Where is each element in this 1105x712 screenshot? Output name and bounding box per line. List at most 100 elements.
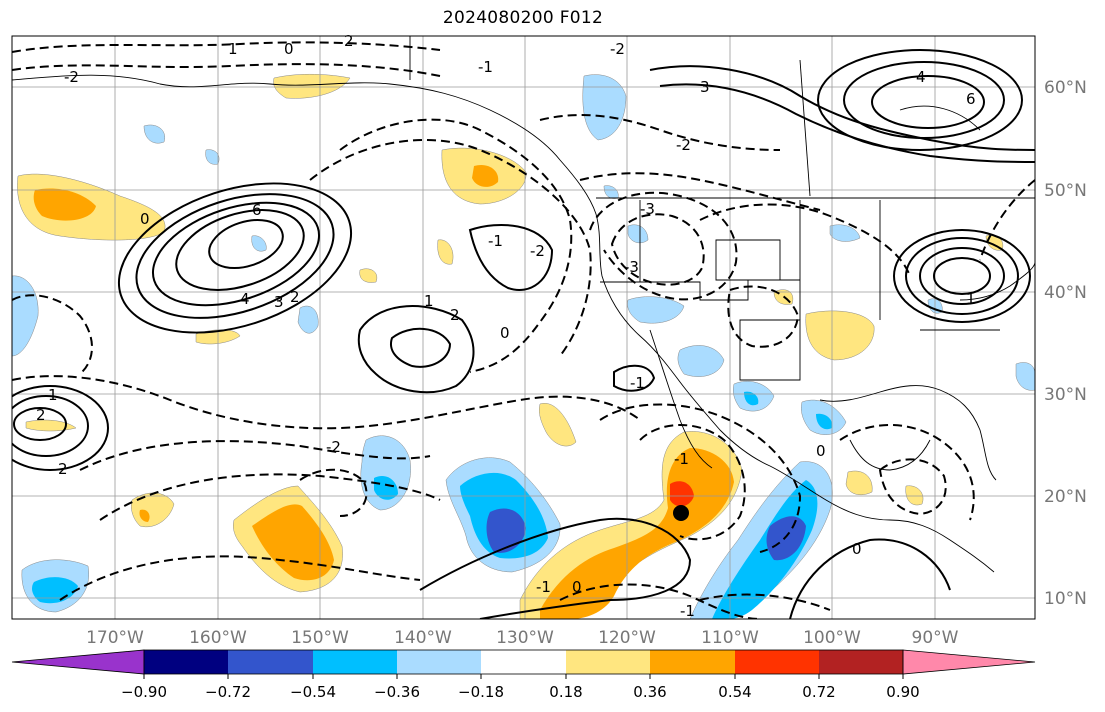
shading-positive (131, 492, 175, 528)
contour-label: -1 (630, 374, 645, 392)
shading-negative (766, 516, 806, 561)
contour-label: -1 (536, 578, 551, 596)
colorbar-frame (143, 649, 904, 675)
colorbar-segment (397, 650, 481, 674)
colorbar-segment (481, 650, 566, 674)
lon-tick-label: 160°W (189, 628, 247, 648)
colorbar-segment (650, 650, 735, 674)
contour-label: 0 (500, 324, 510, 342)
lat-tick-label: 50°N (1044, 181, 1087, 201)
colorbar-tick-label: 0.72 (802, 683, 835, 701)
contour-label: 4 (916, 68, 926, 86)
contour-label: 2 (344, 32, 354, 50)
contour-label: 0 (284, 40, 294, 58)
contour-label: -3 (624, 258, 639, 276)
contour-label: 0 (816, 442, 826, 460)
lon-axis: 170°W 160°W 150°W 140°W 130°W 120°W 110°… (86, 628, 959, 648)
lon-tick-label: 100°W (803, 628, 861, 648)
shading-negative (627, 296, 685, 324)
shading-positive (845, 470, 873, 495)
shading-positive (252, 504, 334, 581)
colorbar-tick-label: −0.54 (290, 683, 336, 701)
colorbar-tick-label: 0.54 (718, 683, 751, 701)
lon-tick-label: 150°W (291, 628, 349, 648)
contour-label: -1 (680, 602, 695, 620)
lon-tick-label: 90°W (912, 628, 959, 648)
shading-negative (627, 224, 649, 244)
contour-label: 1 (424, 292, 434, 310)
contour-label: -2 (64, 68, 79, 86)
lat-tick-label: 60°N (1044, 78, 1087, 98)
shading-negative (712, 480, 818, 619)
colorbar-segment (566, 650, 650, 674)
colorbar-tick-label: −0.90 (121, 683, 167, 701)
shading-positive (273, 73, 351, 99)
shading-positive (33, 188, 96, 221)
contour-label: 6 (252, 201, 262, 219)
lon-tick-label: 110°W (701, 628, 759, 648)
lon-tick-label: 170°W (86, 628, 144, 648)
contour-label-layer: 0 2 -2 1 -1 6 4 3 2 0 -1 1 2 -2 0 -2 -1 … (36, 32, 976, 620)
colorbar-segment (313, 650, 397, 674)
contour-label: 4 (240, 290, 250, 308)
shading-negative (744, 391, 759, 406)
shading-negative (297, 305, 319, 334)
shaded-field (12, 73, 1035, 619)
contour-label: -1 (478, 58, 493, 76)
lat-tick-label: 10°N (1044, 589, 1087, 609)
colorbar-ticks (143, 674, 904, 679)
contour-label: 1 (48, 386, 58, 404)
contour-label: 2 (36, 406, 46, 424)
colorbar-tick-label: 0.18 (549, 683, 582, 701)
shading-negative (143, 124, 166, 144)
shading-positive (670, 481, 694, 507)
contour-label: 6 (966, 90, 976, 108)
shading-positive (539, 403, 577, 447)
shading-negative (205, 149, 220, 165)
lon-tick-label: 130°W (496, 628, 554, 648)
shading-negative (829, 224, 861, 242)
coastlines (12, 36, 1035, 573)
shading-positive (472, 164, 499, 187)
shading-negative (582, 74, 627, 141)
contours-negative (12, 41, 1035, 619)
contour-label: 0 (572, 578, 582, 596)
lat-tick-label: 30°N (1044, 385, 1087, 405)
lat-tick-label: 20°N (1044, 487, 1087, 507)
shading-negative (1015, 362, 1035, 391)
lat-axis: 60°N 50°N 40°N 30°N 20°N 10°N (1044, 78, 1087, 609)
colorbar-segment (819, 650, 903, 674)
contour-label: 2 (450, 306, 460, 324)
shading-positive (139, 509, 150, 522)
shading-negative (603, 185, 619, 199)
contour-label: 2 (290, 288, 300, 306)
contour-label: 1 (966, 290, 976, 308)
shading-positive (25, 419, 77, 432)
contours (12, 49, 1035, 619)
colorbar-tick-label: 0.36 (633, 683, 666, 701)
contour-label: -2 (326, 438, 341, 456)
colorbar-extend-max (902, 649, 1036, 675)
shading-positive (905, 485, 924, 506)
colorbar-tick-label: 0.90 (886, 683, 919, 701)
colorbar-tick-label: −0.72 (205, 683, 251, 701)
storm-center-marker (673, 505, 689, 521)
plot-frame (11, 35, 1036, 620)
colorbar-tick-label: −0.36 (374, 683, 420, 701)
colorbar: −0.90 −0.72 −0.54 −0.36 −0.18 0.18 0.36 … (11, 649, 1036, 701)
lon-tick-label: 120°W (598, 628, 656, 648)
contour-label: 2 (58, 460, 68, 478)
contour-label: 3 (274, 293, 284, 311)
contour-label: -2 (610, 40, 625, 58)
lat-tick-label: 40°N (1044, 283, 1087, 303)
shading-negative (374, 475, 398, 500)
contour-label: 0 (140, 210, 150, 228)
contour-label: 3 (700, 78, 710, 96)
colorbar-segment (735, 650, 819, 674)
shading-negative (486, 508, 526, 553)
colorbar-tick-label: −0.18 (458, 683, 504, 701)
contour-label: 0 (852, 540, 862, 558)
contour-label: -2 (530, 242, 545, 260)
shading-negative (12, 275, 39, 357)
